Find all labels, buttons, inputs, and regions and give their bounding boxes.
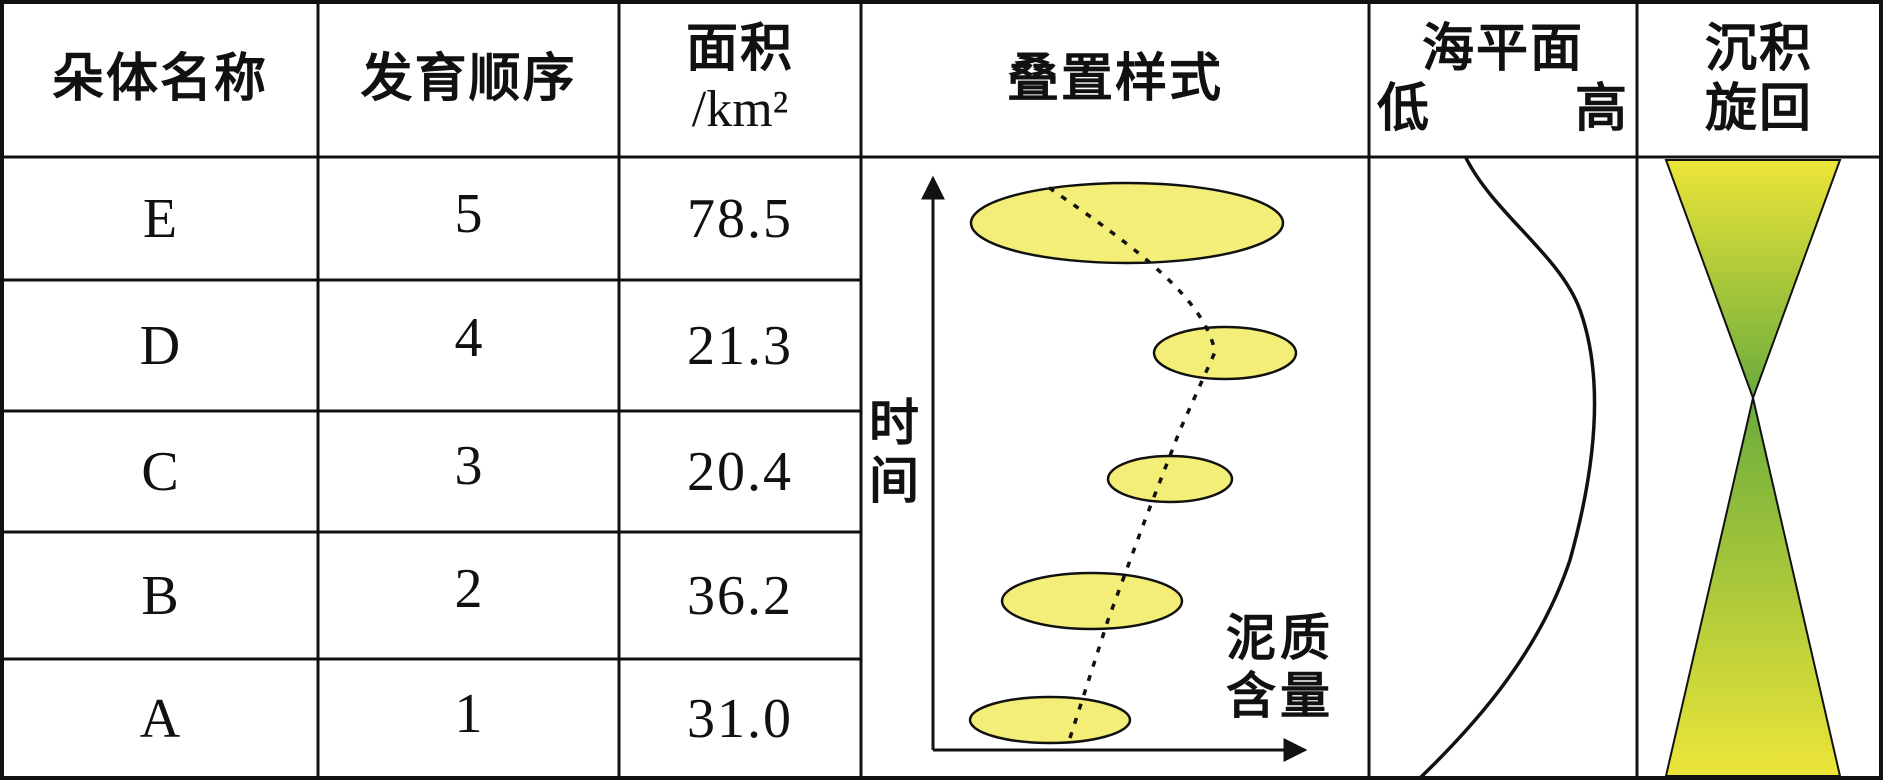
table-row-area: 20.4 bbox=[687, 441, 793, 503]
header-cycle-line2: 旋回 bbox=[1704, 79, 1813, 139]
cycle-upper-triangle bbox=[1664, 159, 1842, 401]
sea-level-low-label: 低 bbox=[1377, 79, 1432, 139]
header-development-order: 发育顺序 bbox=[360, 49, 577, 110]
table-row-order: 2 bbox=[454, 558, 483, 620]
x-axis-label-line2: 含量 bbox=[1226, 666, 1334, 725]
sea-level-curve bbox=[1418, 157, 1597, 780]
header-stacking-style: 叠置样式 bbox=[1006, 49, 1223, 110]
table-row-name: E bbox=[142, 188, 178, 250]
lobe-b bbox=[1000, 571, 1184, 631]
header-cycle-line1: 沉积 bbox=[1704, 19, 1813, 80]
header-sedimentary-cycle: 沉积 旋回 bbox=[1639, 4, 1879, 156]
header-area: 面积 /km² bbox=[621, 4, 859, 156]
x-axis-label: 泥质 含量 bbox=[1226, 609, 1334, 725]
table-row-area: 31.0 bbox=[687, 687, 793, 750]
y-axis-label-line2: 间 bbox=[869, 451, 919, 510]
lobe-e bbox=[969, 181, 1285, 265]
table-row-name: A bbox=[139, 687, 181, 750]
lobe-a bbox=[968, 695, 1132, 745]
header-area-unit: /km² bbox=[691, 81, 789, 138]
x-axis-label-line1: 泥质 bbox=[1226, 609, 1334, 667]
table-row-area: 36.2 bbox=[687, 565, 793, 627]
table-row-name: D bbox=[139, 315, 181, 377]
table-row-order: 4 bbox=[454, 307, 483, 369]
header-sea-level-scale: 低 高 bbox=[1377, 79, 1629, 140]
lobe-migration-trend bbox=[1044, 183, 1217, 739]
header-sea-level-title: 海平面 bbox=[1421, 19, 1584, 80]
table-row-name: B bbox=[141, 565, 179, 627]
table-row-order: 1 bbox=[454, 683, 483, 745]
cycle-lower-triangle bbox=[1664, 397, 1842, 777]
table-row-name: C bbox=[141, 441, 179, 503]
y-axis-label: 时 间 bbox=[869, 394, 919, 510]
header-area-label: 面积 bbox=[685, 19, 794, 80]
header-sea-level: 海平面 低 高 bbox=[1371, 4, 1635, 156]
lobe-c bbox=[1106, 454, 1234, 504]
table-row-area: 78.5 bbox=[687, 188, 793, 250]
table-row-area: 21.3 bbox=[687, 315, 793, 377]
y-axis-label-line1: 时 bbox=[869, 394, 919, 452]
header-lobe-name: 朵体名称 bbox=[51, 49, 268, 110]
sea-level-high-label: 高 bbox=[1574, 79, 1629, 139]
table-row-order: 5 bbox=[454, 183, 483, 245]
lobe-d bbox=[1152, 325, 1298, 381]
table-row-order: 3 bbox=[454, 435, 483, 497]
